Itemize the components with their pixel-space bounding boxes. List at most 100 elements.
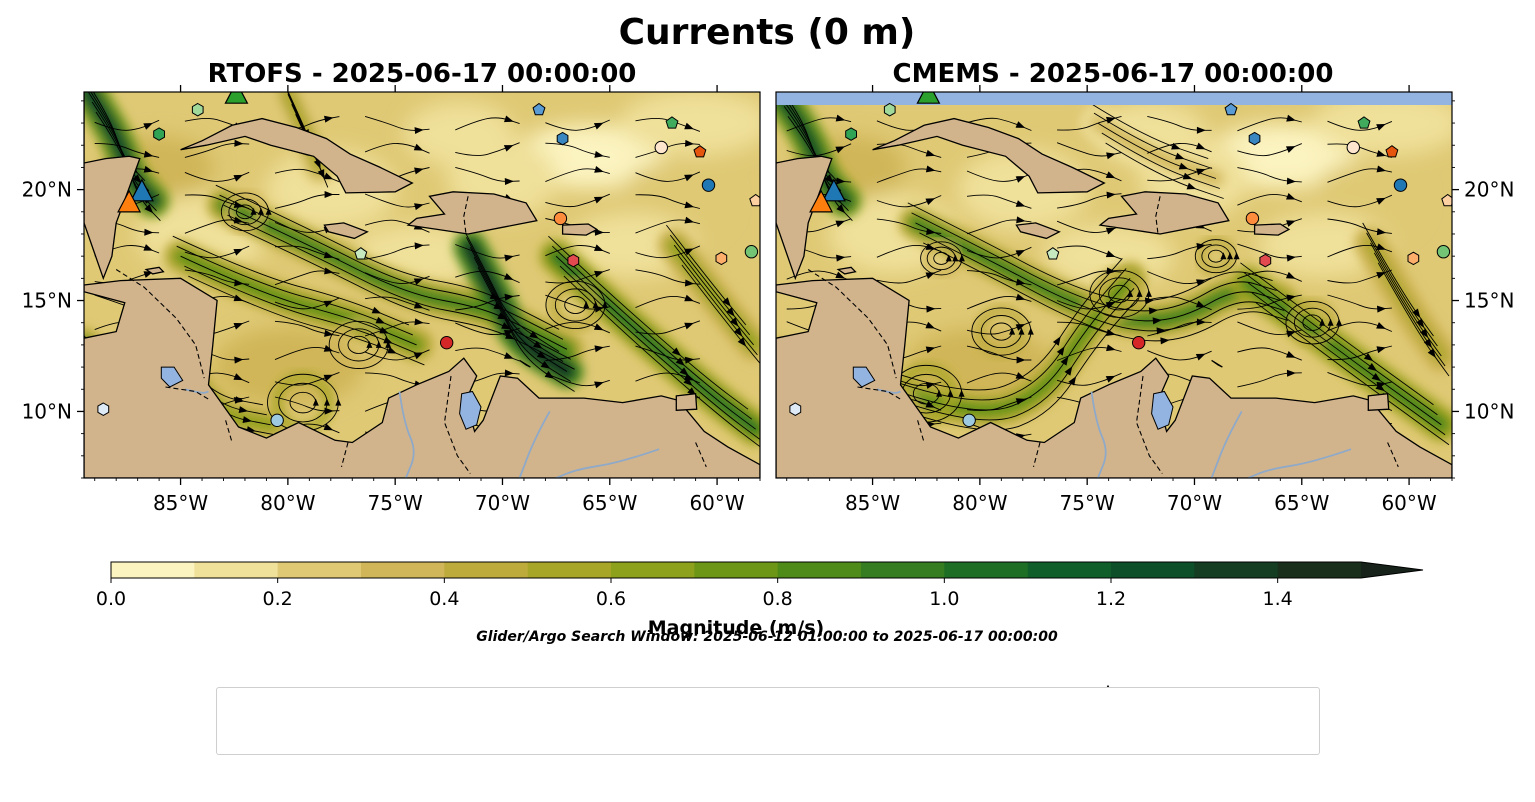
rtofs-land-bay-islands bbox=[144, 266, 165, 275]
rtofs-streamline-arrow bbox=[323, 172, 334, 180]
cmems-streamline bbox=[1057, 245, 1122, 260]
cmems-streamline-arrow bbox=[1068, 376, 1077, 386]
cmems-eddy-arrow bbox=[1127, 289, 1134, 297]
cmems-eddy-arrow bbox=[1220, 252, 1227, 260]
rtofs-streamline bbox=[274, 347, 340, 361]
rtofs-eddy-arrow bbox=[375, 340, 382, 348]
cmems-streamline-arrow bbox=[1286, 177, 1296, 185]
rtofs-float-4903333 bbox=[665, 116, 679, 129]
rtofs-streamline-arrow bbox=[324, 267, 334, 275]
cmems-streamline bbox=[1327, 245, 1393, 258]
rtofs-streamline bbox=[455, 166, 520, 182]
rtofs-streamline-arrow bbox=[323, 423, 334, 431]
rtofs-streamline-arrow bbox=[317, 169, 325, 179]
rtofs-streamline-arrow bbox=[504, 369, 514, 377]
rtofs-streamline bbox=[545, 372, 610, 387]
cmems-streamline-arrow bbox=[1376, 228, 1387, 236]
rtofs-ytick-label: 10°N bbox=[22, 399, 72, 423]
rtofs-streamline-arrow bbox=[503, 352, 514, 359]
rtofs-streamline-arrow bbox=[536, 350, 547, 359]
cmems-land-puerto-rico bbox=[1253, 223, 1291, 236]
rtofs-streamline-arrow bbox=[143, 165, 154, 173]
rtofs-streamline bbox=[635, 345, 700, 361]
cmems-streamline-arrow bbox=[1196, 318, 1206, 326]
cmems-float-4903558 bbox=[1046, 247, 1060, 260]
cmems-speed-patch bbox=[1258, 213, 1389, 278]
cmems-streamline bbox=[876, 218, 942, 234]
rtofs-streamline-arrow bbox=[413, 352, 424, 360]
rtofs-streamline bbox=[274, 270, 340, 286]
cmems-land-hispaniola bbox=[1098, 191, 1230, 235]
rtofs-streamline bbox=[365, 296, 430, 311]
cmems-map-frame bbox=[775, 91, 1453, 479]
cmems-river bbox=[876, 388, 901, 394]
rtofs-eddy-arrow bbox=[250, 207, 257, 215]
colorbar-outline bbox=[110, 561, 1424, 579]
rtofs-streamline bbox=[188, 275, 425, 366]
rtofs-streamline-arrow bbox=[684, 122, 694, 130]
rtofs-streamline-arrow bbox=[414, 167, 424, 175]
rtofs-streamline-arrow bbox=[143, 150, 154, 158]
cmems-streamline-arrow bbox=[1016, 216, 1026, 224]
rtofs-streamline-arrow bbox=[144, 204, 154, 214]
cmems-eddy-arrow bbox=[1227, 252, 1233, 260]
cmems-streamline-arrow bbox=[1286, 220, 1296, 227]
cmems-streamline-arrow bbox=[1196, 243, 1206, 250]
rtofs-glider-sg651-20250428T0000 bbox=[117, 189, 142, 213]
cmems-streamline-arrow bbox=[1195, 353, 1206, 361]
colorbar-bin bbox=[1194, 562, 1279, 578]
cmems-streamline-arrow bbox=[1105, 375, 1116, 383]
rtofs-float-4903767 bbox=[439, 335, 454, 350]
rtofs-streamline bbox=[469, 247, 568, 372]
rtofs-streamline-arrow bbox=[684, 248, 694, 256]
rtofs-streamline-arrow bbox=[238, 406, 249, 414]
cmems-streamline bbox=[786, 117, 852, 132]
cmems-streamline bbox=[876, 195, 942, 208]
rtofs-streamline bbox=[215, 184, 560, 330]
cmems-streamline-arrow bbox=[925, 321, 936, 329]
cmems-streamline-arrow bbox=[1105, 171, 1116, 179]
cmems-xtick-label: 75°W bbox=[1060, 491, 1115, 515]
rtofs-land-central-south-america bbox=[84, 277, 760, 478]
rtofs-streamline bbox=[473, 257, 571, 382]
rtofs-streamline-arrow bbox=[323, 251, 334, 259]
rtofs-streamline-arrow bbox=[529, 330, 539, 339]
cmems-streamline bbox=[966, 295, 1032, 310]
cmems-streamline-arrow bbox=[1286, 369, 1296, 377]
cmems-float-4902534 bbox=[1245, 211, 1260, 226]
cmems-streamline bbox=[1237, 294, 1302, 310]
rtofs-streamline bbox=[635, 219, 701, 234]
rtofs-float-1902363 bbox=[556, 131, 569, 146]
cmems-streamline-arrow bbox=[1106, 191, 1116, 199]
rtofs-streamline bbox=[635, 194, 701, 209]
rtofs-streamline bbox=[635, 269, 700, 285]
rtofs-streamline-arrow bbox=[233, 174, 244, 182]
cmems-streamline-arrow bbox=[926, 305, 936, 313]
cmems-streamline bbox=[1147, 143, 1212, 154]
cmems-xtick-label: 65°W bbox=[1274, 491, 1329, 515]
rtofs-streamline-arrow bbox=[684, 174, 694, 182]
cmems-streamline bbox=[1237, 321, 1302, 336]
rtofs-streamline-arrow bbox=[671, 347, 681, 356]
rtofs-streamline bbox=[227, 214, 571, 360]
colorbar-bin bbox=[361, 562, 445, 578]
rtofs-land bbox=[84, 92, 760, 478]
cmems-streamline bbox=[1237, 194, 1302, 206]
colorbar-tick-label: 1.4 bbox=[1263, 588, 1293, 610]
cmems-streamline-arrow bbox=[925, 149, 936, 157]
rtofs-xtick-label: 65°W bbox=[582, 491, 637, 515]
rtofs-streamline bbox=[184, 245, 250, 259]
rtofs-streamline-arrow bbox=[593, 323, 604, 331]
cmems-streamline-arrow bbox=[836, 254, 846, 262]
cmems-streamline-arrow bbox=[1178, 162, 1189, 170]
colorbar-bin bbox=[111, 562, 195, 578]
rtofs-ytick-label: 20°N bbox=[22, 178, 72, 202]
cmems-eddy-arrow bbox=[952, 254, 959, 262]
cmems-streamline-arrow bbox=[1416, 318, 1425, 328]
cmems-float-3901686 bbox=[1385, 145, 1399, 158]
rtofs-float-4902534 bbox=[553, 211, 568, 226]
cmems-eddy-arrow bbox=[1145, 289, 1152, 297]
rtofs-land-puerto-rico bbox=[561, 223, 599, 236]
cmems-streamline-arrow bbox=[836, 177, 846, 185]
rtofs-streamline-arrow bbox=[501, 322, 511, 330]
